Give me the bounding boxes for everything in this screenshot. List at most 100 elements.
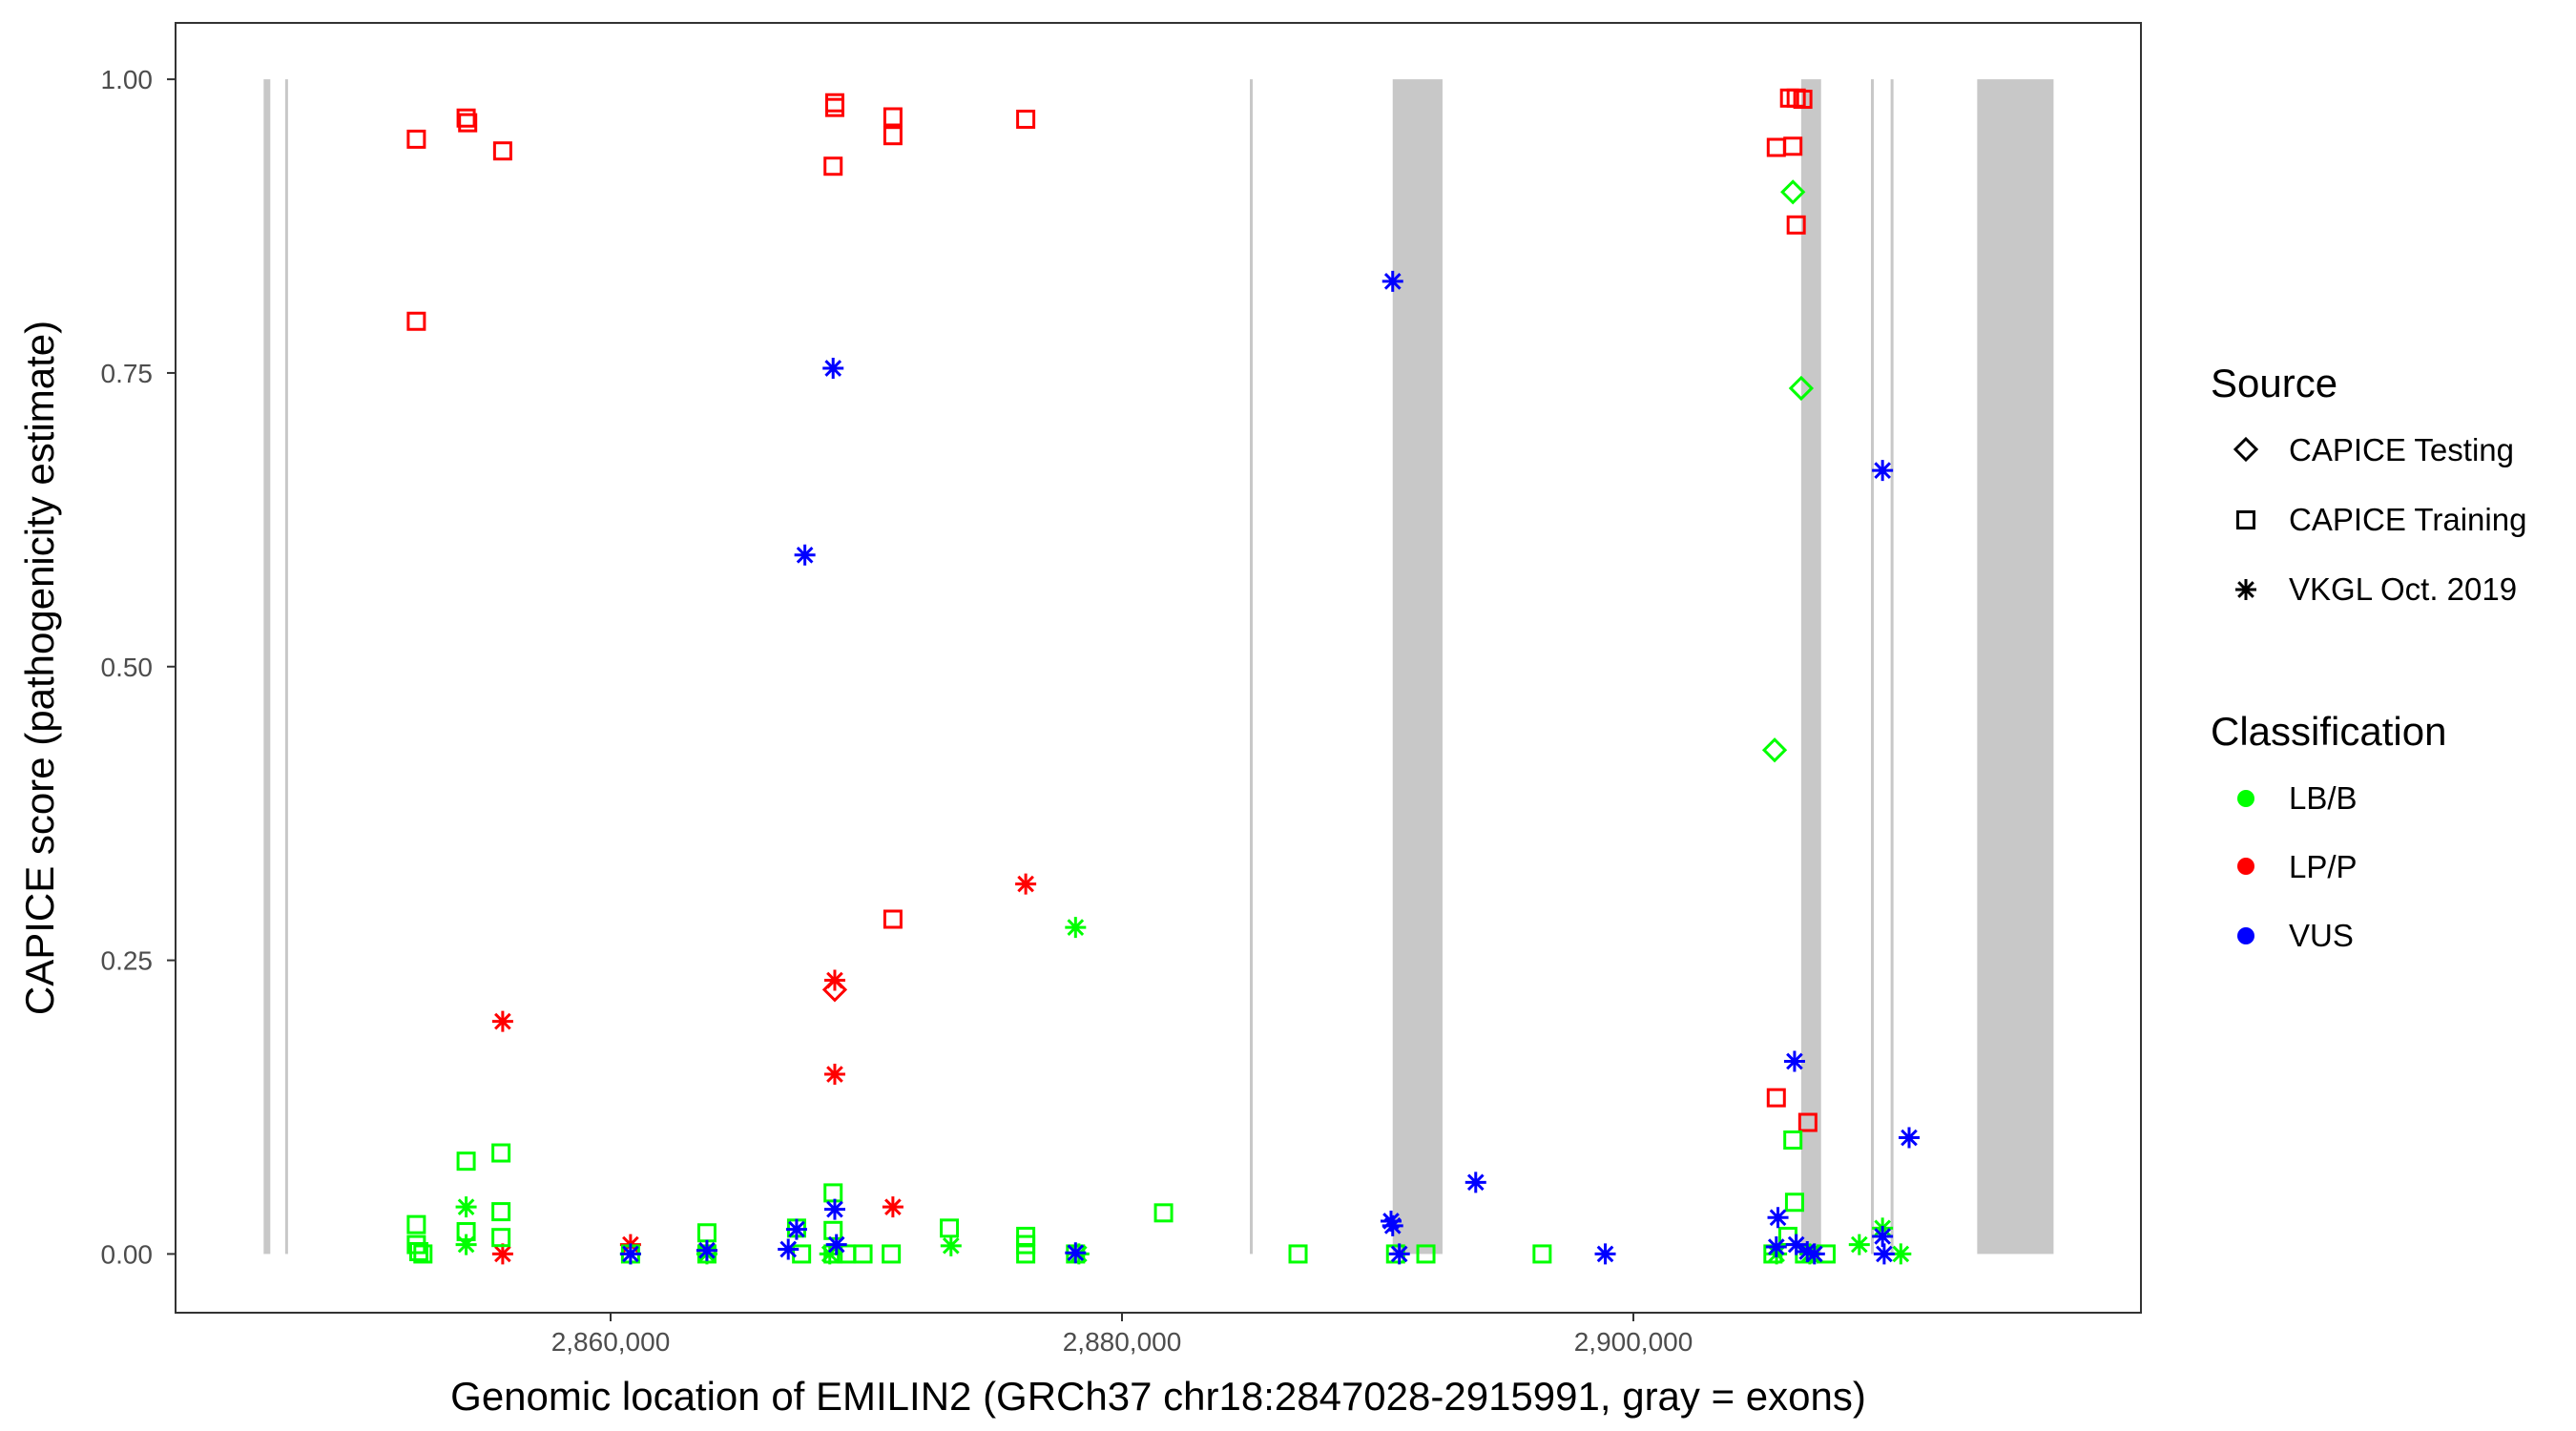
data-point-asterisk [1381, 1210, 1402, 1232]
data-point-asterisk [819, 1243, 841, 1265]
data-point-asterisk [1890, 1243, 1912, 1265]
data-point-asterisk [822, 358, 844, 380]
data-point-square [824, 97, 844, 117]
legend-dot-icon [2237, 858, 2254, 875]
data-point-asterisk [1765, 1236, 1787, 1258]
data-point-square [491, 1202, 511, 1222]
data-points [406, 88, 1920, 1265]
data-point-square [491, 1228, 511, 1248]
legend-diamond-icon [2233, 436, 2259, 463]
data-point-asterisk [696, 1239, 717, 1261]
x-axis-title: Genomic location of EMILIN2 (GRCh37 chr1… [450, 1374, 1866, 1419]
y-tick-label: 0.00 [101, 1239, 154, 1269]
data-point-asterisk [785, 1218, 807, 1240]
data-point-asterisk [1872, 460, 1894, 482]
data-point-square [883, 107, 903, 127]
data-point-asterisk [1465, 1172, 1486, 1193]
y-tick-label: 0.50 [101, 653, 154, 682]
exon-band [1250, 79, 1254, 1255]
data-point-square [853, 1244, 873, 1264]
data-point-asterisk [619, 1243, 641, 1265]
data-point-asterisk [1065, 1242, 1087, 1264]
data-point-square [1786, 215, 1806, 235]
data-point-asterisk [1797, 1240, 1818, 1262]
data-point-asterisk [1783, 1050, 1805, 1072]
data-point-square [1288, 1244, 1308, 1264]
data-point-asterisk [455, 1196, 477, 1218]
data-point-square [940, 1218, 960, 1238]
y-tick-label: 1.00 [101, 65, 154, 94]
data-point-square [823, 156, 843, 176]
data-point-square [823, 1183, 843, 1203]
data-point-diamond [1788, 375, 1815, 402]
data-point-asterisk [778, 1238, 800, 1260]
data-point-square [456, 1151, 476, 1172]
exon-bands [263, 79, 2054, 1255]
legend: Source CAPICE Testing CAPICE Training VK… [2211, 361, 2526, 953]
legend-item-lpp: LP/P [2289, 849, 2358, 884]
data-point-square [1016, 1244, 1036, 1264]
data-point-square [1783, 1130, 1803, 1150]
y-tick-label: 0.25 [101, 946, 154, 976]
data-point-square [409, 1241, 429, 1261]
plot-panel-border [175, 22, 2142, 1314]
legend-asterisk-icon [2235, 579, 2256, 600]
data-point-square [1153, 1203, 1174, 1223]
legend-dot-icon [2237, 790, 2254, 807]
data-point-asterisk [1873, 1243, 1895, 1265]
x-tick-label: 2,880,000 [1063, 1327, 1182, 1357]
data-point-square [1784, 1192, 1804, 1213]
data-point-square [413, 1244, 433, 1264]
data-point-square [823, 1220, 843, 1240]
exon-band [1800, 79, 1821, 1255]
data-point-asterisk [1767, 1207, 1789, 1229]
legend-item-capice-testing: CAPICE Testing [2289, 432, 2514, 467]
data-point-asterisk [882, 1196, 904, 1218]
data-point-asterisk [823, 1198, 845, 1220]
y-tick-label: 0.75 [101, 359, 154, 388]
data-point-square [1532, 1244, 1552, 1264]
exon-band [1977, 79, 2054, 1255]
data-point-asterisk [1381, 270, 1403, 292]
data-point-asterisk [1594, 1243, 1616, 1265]
data-point-square [456, 108, 476, 128]
data-point-asterisk [940, 1234, 962, 1256]
x-tick-label: 2,900,000 [1574, 1327, 1693, 1357]
data-point-asterisk [1785, 1234, 1807, 1255]
data-point-asterisk [1803, 1243, 1825, 1265]
data-point-diamond [821, 977, 848, 1003]
data-point-asterisk [1899, 1127, 1920, 1149]
data-point-asterisk [1848, 1234, 1870, 1255]
x-axis: 2,860,000 2,880,000 2,900,000 [551, 1313, 1693, 1357]
data-point-square [492, 141, 512, 161]
legend-dot-icon [2237, 927, 2254, 944]
data-point-asterisk [825, 1234, 847, 1255]
legend-item-lbb: LB/B [2289, 780, 2358, 816]
data-point-square [882, 1244, 902, 1264]
legend-classification-title: Classification [2211, 709, 2446, 754]
data-point-square [1793, 90, 1813, 110]
data-point-diamond [1780, 179, 1806, 205]
data-point-square [1766, 1088, 1786, 1108]
exon-band [1392, 79, 1443, 1255]
data-point-diamond [1761, 737, 1788, 763]
legend-square-icon [2236, 510, 2255, 529]
legend-item-vus: VUS [2289, 918, 2354, 953]
data-point-square [491, 1143, 511, 1163]
data-point-asterisk [1015, 873, 1037, 895]
data-point-square [1797, 1112, 1818, 1132]
data-point-square [883, 126, 903, 146]
data-point-square [406, 311, 426, 331]
legend-item-vkgl: VKGL Oct. 2019 [2289, 571, 2517, 607]
data-point-square [406, 1214, 426, 1234]
data-point-square [1016, 109, 1036, 129]
exon-band [263, 79, 271, 1255]
data-point-asterisk [1381, 1214, 1403, 1236]
exon-band [1870, 79, 1874, 1255]
y-axis-title: CAPICE score (pathogenicity estimate) [17, 321, 62, 1015]
data-point-asterisk [1872, 1225, 1894, 1247]
data-point-asterisk [1065, 917, 1087, 939]
exon-band [284, 79, 288, 1255]
data-point-asterisk [1388, 1243, 1410, 1265]
